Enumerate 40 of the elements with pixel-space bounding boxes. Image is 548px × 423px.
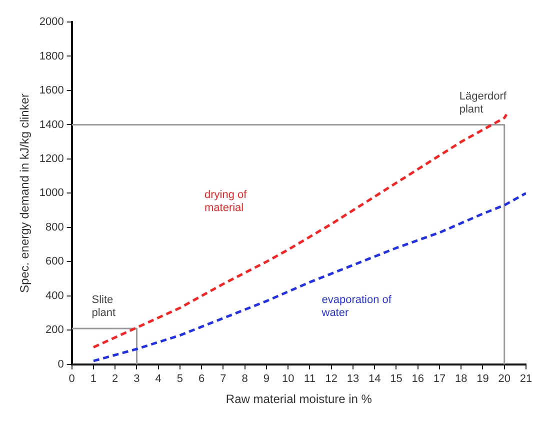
- y-tick-label: 1000: [39, 187, 64, 200]
- x-tick-label: 19: [476, 373, 489, 386]
- x-tick-label: 7: [220, 373, 226, 386]
- annotation: Lägerdorf plant: [459, 90, 508, 116]
- x-tick-label: 21: [520, 373, 532, 386]
- x-tick-label: 11: [304, 373, 316, 386]
- x-tick-label: 17: [433, 373, 446, 386]
- annotation: Slite plant: [92, 294, 116, 319]
- x-tick-label: 3: [134, 373, 140, 386]
- x-tick-label: 0: [68, 373, 75, 386]
- y-tick-label: 600: [46, 256, 64, 268]
- x-tick-label: 2: [112, 373, 118, 386]
- y-tick-label: 1600: [39, 84, 64, 97]
- series-label: evaporation of water: [320, 294, 392, 319]
- x-tick-label: 8: [242, 373, 248, 386]
- x-tick-label: 13: [346, 373, 360, 386]
- x-tick-label: 4: [155, 373, 162, 386]
- x-tick-label: 20: [498, 373, 510, 386]
- y-tick-label: 0: [58, 358, 64, 370]
- x-axis-title: Raw material moisture in %: [226, 392, 372, 406]
- x-tick-label: 10: [282, 373, 294, 386]
- x-tick-label: 5: [176, 373, 184, 386]
- line-series: [92, 192, 526, 362]
- y-tick-label: 1800: [39, 50, 64, 62]
- y-tick-label: 200: [46, 324, 64, 336]
- y-tick-label: 1400: [39, 118, 64, 131]
- x-tick-label: 1: [90, 373, 97, 386]
- x-tick-label: 6: [198, 373, 205, 386]
- x-tick-label: 16: [412, 373, 424, 386]
- x-tick-label: 18: [455, 373, 468, 386]
- y-tick-label: 2000: [39, 16, 64, 28]
- x-tick-label: 14: [368, 373, 381, 386]
- y-tick-label: 800: [46, 221, 64, 234]
- x-tick-label: 12: [325, 373, 338, 386]
- x-tick-label: 15: [390, 373, 402, 386]
- y-tick-label: 1200: [39, 152, 64, 165]
- y-tick-label: 400: [46, 290, 64, 302]
- text: drying of material: [204, 189, 248, 214]
- x-tick-label: 9: [263, 373, 270, 386]
- y-axis-title: Spec. energy demand in kJ/kg clinker: [18, 93, 32, 293]
